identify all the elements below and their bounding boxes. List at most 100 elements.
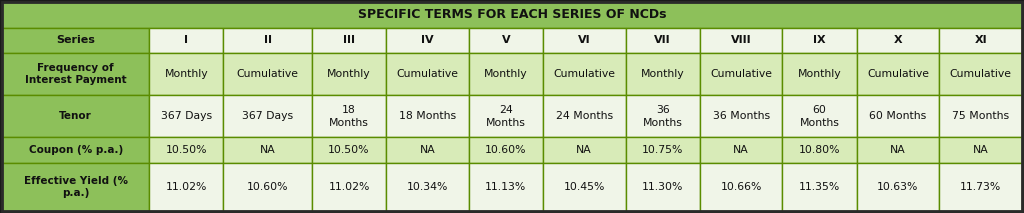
Bar	[857, 163, 939, 211]
Bar	[782, 53, 857, 95]
Text: VIII: VIII	[731, 35, 752, 45]
Bar	[469, 137, 543, 163]
Bar	[543, 137, 626, 163]
Text: 75 Months: 75 Months	[952, 111, 1010, 121]
Bar	[699, 137, 782, 163]
Text: Cumulative: Cumulative	[396, 69, 459, 79]
Bar	[469, 95, 543, 137]
Bar	[699, 27, 782, 53]
Text: Frequency of
Interest Payment: Frequency of Interest Payment	[25, 63, 127, 85]
Text: NA: NA	[260, 145, 275, 155]
Bar	[150, 95, 223, 137]
Text: Series: Series	[56, 35, 95, 45]
Bar	[626, 95, 699, 137]
Text: VI: VI	[578, 35, 591, 45]
Bar	[150, 53, 223, 95]
Text: 36 Months: 36 Months	[713, 111, 770, 121]
Text: Cumulative: Cumulative	[710, 69, 772, 79]
Text: 10.63%: 10.63%	[878, 182, 919, 192]
Text: 11.02%: 11.02%	[166, 182, 207, 192]
Text: IX: IX	[813, 35, 825, 45]
Bar	[469, 27, 543, 53]
Text: SPECIFIC TERMS FOR EACH SERIES OF NCDs: SPECIFIC TERMS FOR EACH SERIES OF NCDs	[357, 8, 667, 21]
Bar	[939, 95, 1022, 137]
Text: 11.02%: 11.02%	[329, 182, 370, 192]
Bar	[223, 27, 312, 53]
Bar	[386, 95, 469, 137]
Text: 367 Days: 367 Days	[242, 111, 293, 121]
Bar	[857, 95, 939, 137]
Bar	[626, 53, 699, 95]
Text: Monthly: Monthly	[327, 69, 371, 79]
Text: Monthly: Monthly	[484, 69, 527, 79]
Bar	[857, 27, 939, 53]
Bar	[626, 163, 699, 211]
Text: 10.60%: 10.60%	[247, 182, 289, 192]
Bar	[626, 27, 699, 53]
Text: X: X	[894, 35, 902, 45]
Text: 10.34%: 10.34%	[407, 182, 449, 192]
Text: II: II	[264, 35, 271, 45]
Bar	[939, 137, 1022, 163]
Text: 11.13%: 11.13%	[485, 182, 526, 192]
Bar	[386, 27, 469, 53]
Bar	[150, 137, 223, 163]
Bar	[2, 137, 150, 163]
Bar	[543, 95, 626, 137]
Text: 10.60%: 10.60%	[485, 145, 526, 155]
Text: 10.75%: 10.75%	[642, 145, 683, 155]
Text: VII: VII	[654, 35, 671, 45]
Bar	[699, 53, 782, 95]
Bar	[2, 2, 1022, 27]
Bar	[386, 163, 469, 211]
Bar	[2, 163, 150, 211]
Bar	[469, 163, 543, 211]
Bar	[543, 53, 626, 95]
Text: I: I	[184, 35, 188, 45]
Bar	[857, 137, 939, 163]
Text: NA: NA	[973, 145, 988, 155]
Bar	[699, 163, 782, 211]
Bar	[626, 137, 699, 163]
Bar	[312, 27, 386, 53]
Bar	[2, 95, 150, 137]
Text: Effective Yield (%
p.a.): Effective Yield (% p.a.)	[24, 176, 128, 198]
Text: 60
Months: 60 Months	[800, 105, 840, 128]
Bar	[312, 137, 386, 163]
Bar	[939, 163, 1022, 211]
Text: Cumulative: Cumulative	[237, 69, 299, 79]
Text: 24
Months: 24 Months	[485, 105, 525, 128]
Text: 10.50%: 10.50%	[329, 145, 370, 155]
Text: Cumulative: Cumulative	[867, 69, 929, 79]
Text: 10.80%: 10.80%	[799, 145, 841, 155]
Text: NA: NA	[420, 145, 435, 155]
Bar	[2, 53, 150, 95]
Text: 10.50%: 10.50%	[166, 145, 207, 155]
Text: 24 Months: 24 Months	[556, 111, 612, 121]
Text: 36
Months: 36 Months	[643, 105, 683, 128]
Text: Cumulative: Cumulative	[553, 69, 615, 79]
Text: Monthly: Monthly	[641, 69, 684, 79]
Bar	[857, 53, 939, 95]
Bar	[223, 95, 312, 137]
Text: Coupon (% p.a.): Coupon (% p.a.)	[29, 145, 123, 155]
Text: Cumulative: Cumulative	[949, 69, 1012, 79]
Text: V: V	[502, 35, 510, 45]
Text: 60 Months: 60 Months	[869, 111, 927, 121]
Text: NA: NA	[577, 145, 592, 155]
Bar	[939, 53, 1022, 95]
Text: III: III	[343, 35, 355, 45]
Bar	[312, 163, 386, 211]
Bar	[223, 53, 312, 95]
Bar	[386, 53, 469, 95]
Text: XI: XI	[975, 35, 987, 45]
Bar	[782, 163, 857, 211]
Bar	[386, 137, 469, 163]
Text: 10.45%: 10.45%	[563, 182, 605, 192]
Text: 18 Months: 18 Months	[398, 111, 456, 121]
Bar	[2, 27, 150, 53]
Bar	[469, 53, 543, 95]
Bar	[150, 27, 223, 53]
Text: NA: NA	[890, 145, 906, 155]
Bar	[782, 137, 857, 163]
